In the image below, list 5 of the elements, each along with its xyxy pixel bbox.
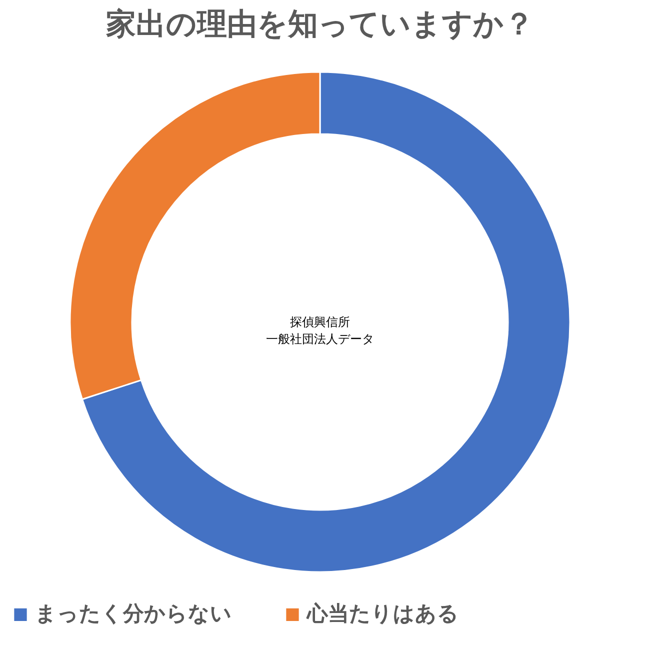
chart-title: 家出の理由を知っていますか？ xyxy=(106,7,534,42)
legend-label: 心当たりはある xyxy=(306,602,459,626)
legend-label: まったく分からない xyxy=(35,602,232,626)
text: 一般社団法人データ xyxy=(266,332,374,346)
text: 探偵興信所 xyxy=(290,315,350,329)
